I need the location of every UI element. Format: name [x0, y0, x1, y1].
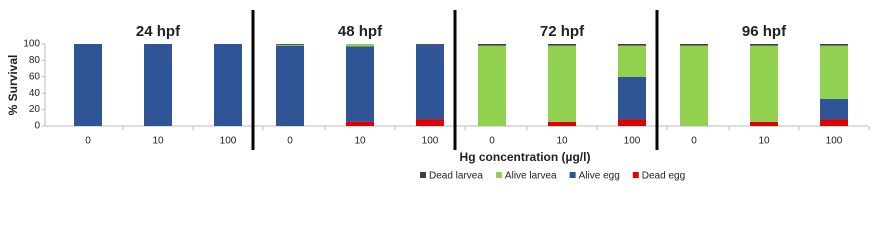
x-tick-label: 10 [758, 136, 770, 147]
legend-label: Alive egg [579, 171, 620, 182]
bar-segment [820, 45, 848, 99]
x-tick-label: 10 [152, 136, 164, 147]
bar-segment [750, 44, 778, 46]
legend-swatch [495, 172, 502, 178]
bar-segment [346, 44, 374, 47]
bar-segment [820, 98, 848, 120]
bar-segment [416, 119, 444, 126]
bar-segment [680, 44, 708, 46]
bar-segment [478, 44, 506, 46]
bar-segment [74, 44, 102, 126]
bar-segment [548, 121, 576, 126]
bar-segment [214, 44, 242, 126]
bar-segment [346, 121, 374, 126]
bar-segment [618, 119, 646, 126]
legend-swatch [569, 172, 576, 178]
panel-title: 24 hpf [136, 23, 181, 40]
bar-segment [680, 45, 708, 126]
x-tick-label: 0 [287, 136, 293, 147]
legend-label: Dead larvea [429, 171, 483, 182]
y-tick-label: 100 [23, 39, 40, 50]
chart: % Survival Hg concentration (µg/l) 0 20 40… [6, 10, 870, 182]
bar-segment [750, 45, 778, 122]
bar-segment [548, 45, 576, 122]
x-tick-label: 10 [354, 136, 366, 147]
x-tick-label: 100 [422, 136, 439, 147]
legend-swatch [420, 172, 426, 178]
bar-segment [750, 121, 778, 126]
panel-title: 48 hpf [338, 23, 383, 40]
x-tick-label: 0 [691, 136, 697, 147]
y-tick-label: 60 [29, 71, 41, 82]
bar-segment [144, 44, 172, 126]
bar-segment [618, 45, 646, 77]
x-tick-label: 0 [489, 136, 495, 147]
y-tick-label: 80 [29, 55, 41, 66]
y-axis-label: % Survival [6, 55, 20, 116]
bar-segment [416, 44, 444, 45]
x-tick-label: 10 [556, 136, 568, 147]
x-tick-label: 100 [220, 136, 237, 147]
bar-segment [276, 45, 304, 126]
bar-segment [548, 44, 576, 46]
legend-label: Alive larvea [505, 171, 557, 182]
y-tick-label: 40 [29, 88, 41, 99]
legend-swatch [632, 172, 639, 178]
bar-segment [346, 46, 374, 122]
panel-title: 96 hpf [742, 23, 787, 40]
bar-segment [820, 119, 848, 126]
bar-segment [276, 44, 304, 45]
bar-segment [416, 44, 444, 120]
y-tick-label: 20 [29, 104, 41, 115]
x-tick-label: 100 [826, 136, 843, 147]
panel-title: 72 hpf [540, 23, 585, 40]
x-tick-label: 0 [85, 136, 91, 147]
bar-segment [618, 44, 646, 46]
bar-segment [478, 45, 506, 126]
bar-segment [618, 76, 646, 120]
x-axis-label: Hg concentration (µg/l) [460, 150, 591, 164]
y-tick-label: 0 [34, 121, 40, 132]
bar-segment [276, 44, 304, 46]
bar-segment [820, 44, 848, 46]
legend-label: Dead egg [642, 171, 685, 182]
x-tick-label: 100 [624, 136, 641, 147]
